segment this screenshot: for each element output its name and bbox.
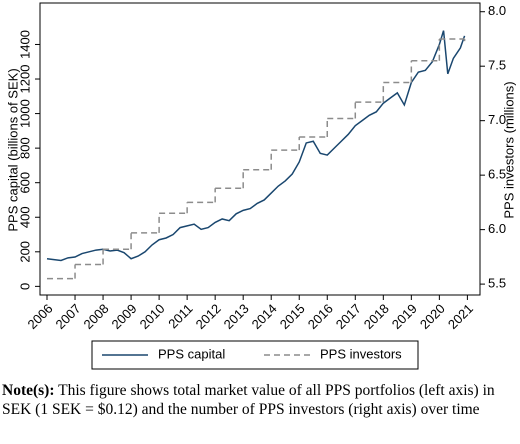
- y-tick-label: 200: [17, 241, 32, 263]
- y-tick-label: 600: [17, 172, 32, 194]
- legend-label: PPS capital: [158, 346, 225, 361]
- x-tick-label: 2011: [165, 301, 195, 331]
- x-tick-label: 2012: [193, 301, 224, 332]
- y-tick-label: 1400: [17, 30, 32, 59]
- x-tick-label: 2020: [417, 301, 448, 332]
- x-tick-label: 2018: [361, 301, 392, 332]
- note-text: This figure shows total market value of …: [2, 382, 495, 418]
- x-tick-label: 2015: [277, 301, 308, 332]
- legend-label: PPS investors: [320, 346, 402, 361]
- y-tick-label: 400: [17, 206, 32, 228]
- x-tick-label: 2008: [81, 301, 112, 332]
- x-tick-label: 2019: [389, 301, 420, 332]
- x-tick-label: 2017: [333, 301, 364, 332]
- y2-tick-label: 8.0: [488, 3, 506, 18]
- y-tick-label: 800: [17, 137, 32, 159]
- y2-tick-label: 5.5: [488, 276, 506, 291]
- x-tick-label: 2014: [249, 301, 280, 332]
- y-tick-label: 0: [17, 283, 32, 290]
- plot-frame: [39, 2, 481, 296]
- y2-axis-label: PPS investors (millions): [501, 81, 516, 218]
- x-tick-label: 2009: [109, 301, 140, 332]
- chart: PPS capital (billions of SEK) PPS invest…: [5, 2, 516, 370]
- x-tick-label: 2010: [137, 301, 168, 332]
- x-tick-label: 2021: [445, 301, 476, 332]
- y-tick-label: 1000: [17, 99, 32, 128]
- data-line: [46, 30, 466, 262]
- x-tick-label: 2013: [221, 301, 252, 332]
- y2-tick-label: 7.5: [488, 58, 506, 73]
- x-tick-label: 2006: [25, 301, 56, 332]
- note: Note(s): This figure shows total market …: [2, 381, 514, 419]
- y-tick-label: 1200: [17, 65, 32, 94]
- note-label: Note(s):: [2, 382, 55, 399]
- legend-box: [91, 340, 419, 370]
- x-tick-label: 2007: [53, 301, 84, 332]
- y2-tick-label: 7.0: [488, 112, 506, 127]
- y2-tick-label: 6.5: [488, 167, 506, 182]
- y2-tick-label: 6.0: [488, 221, 506, 236]
- x-tick-label: 2016: [305, 301, 336, 332]
- y-axis-label: PPS capital (billions of SEK): [5, 68, 20, 231]
